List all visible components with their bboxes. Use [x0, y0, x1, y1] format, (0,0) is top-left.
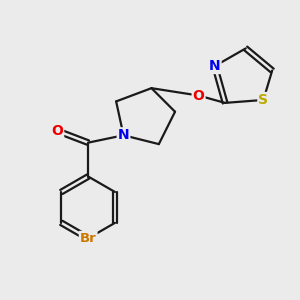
Text: O: O — [51, 124, 63, 138]
Text: N: N — [118, 128, 129, 142]
Text: Br: Br — [80, 232, 97, 245]
Text: O: O — [193, 88, 205, 103]
Text: S: S — [258, 93, 268, 107]
Text: N: N — [209, 59, 220, 73]
